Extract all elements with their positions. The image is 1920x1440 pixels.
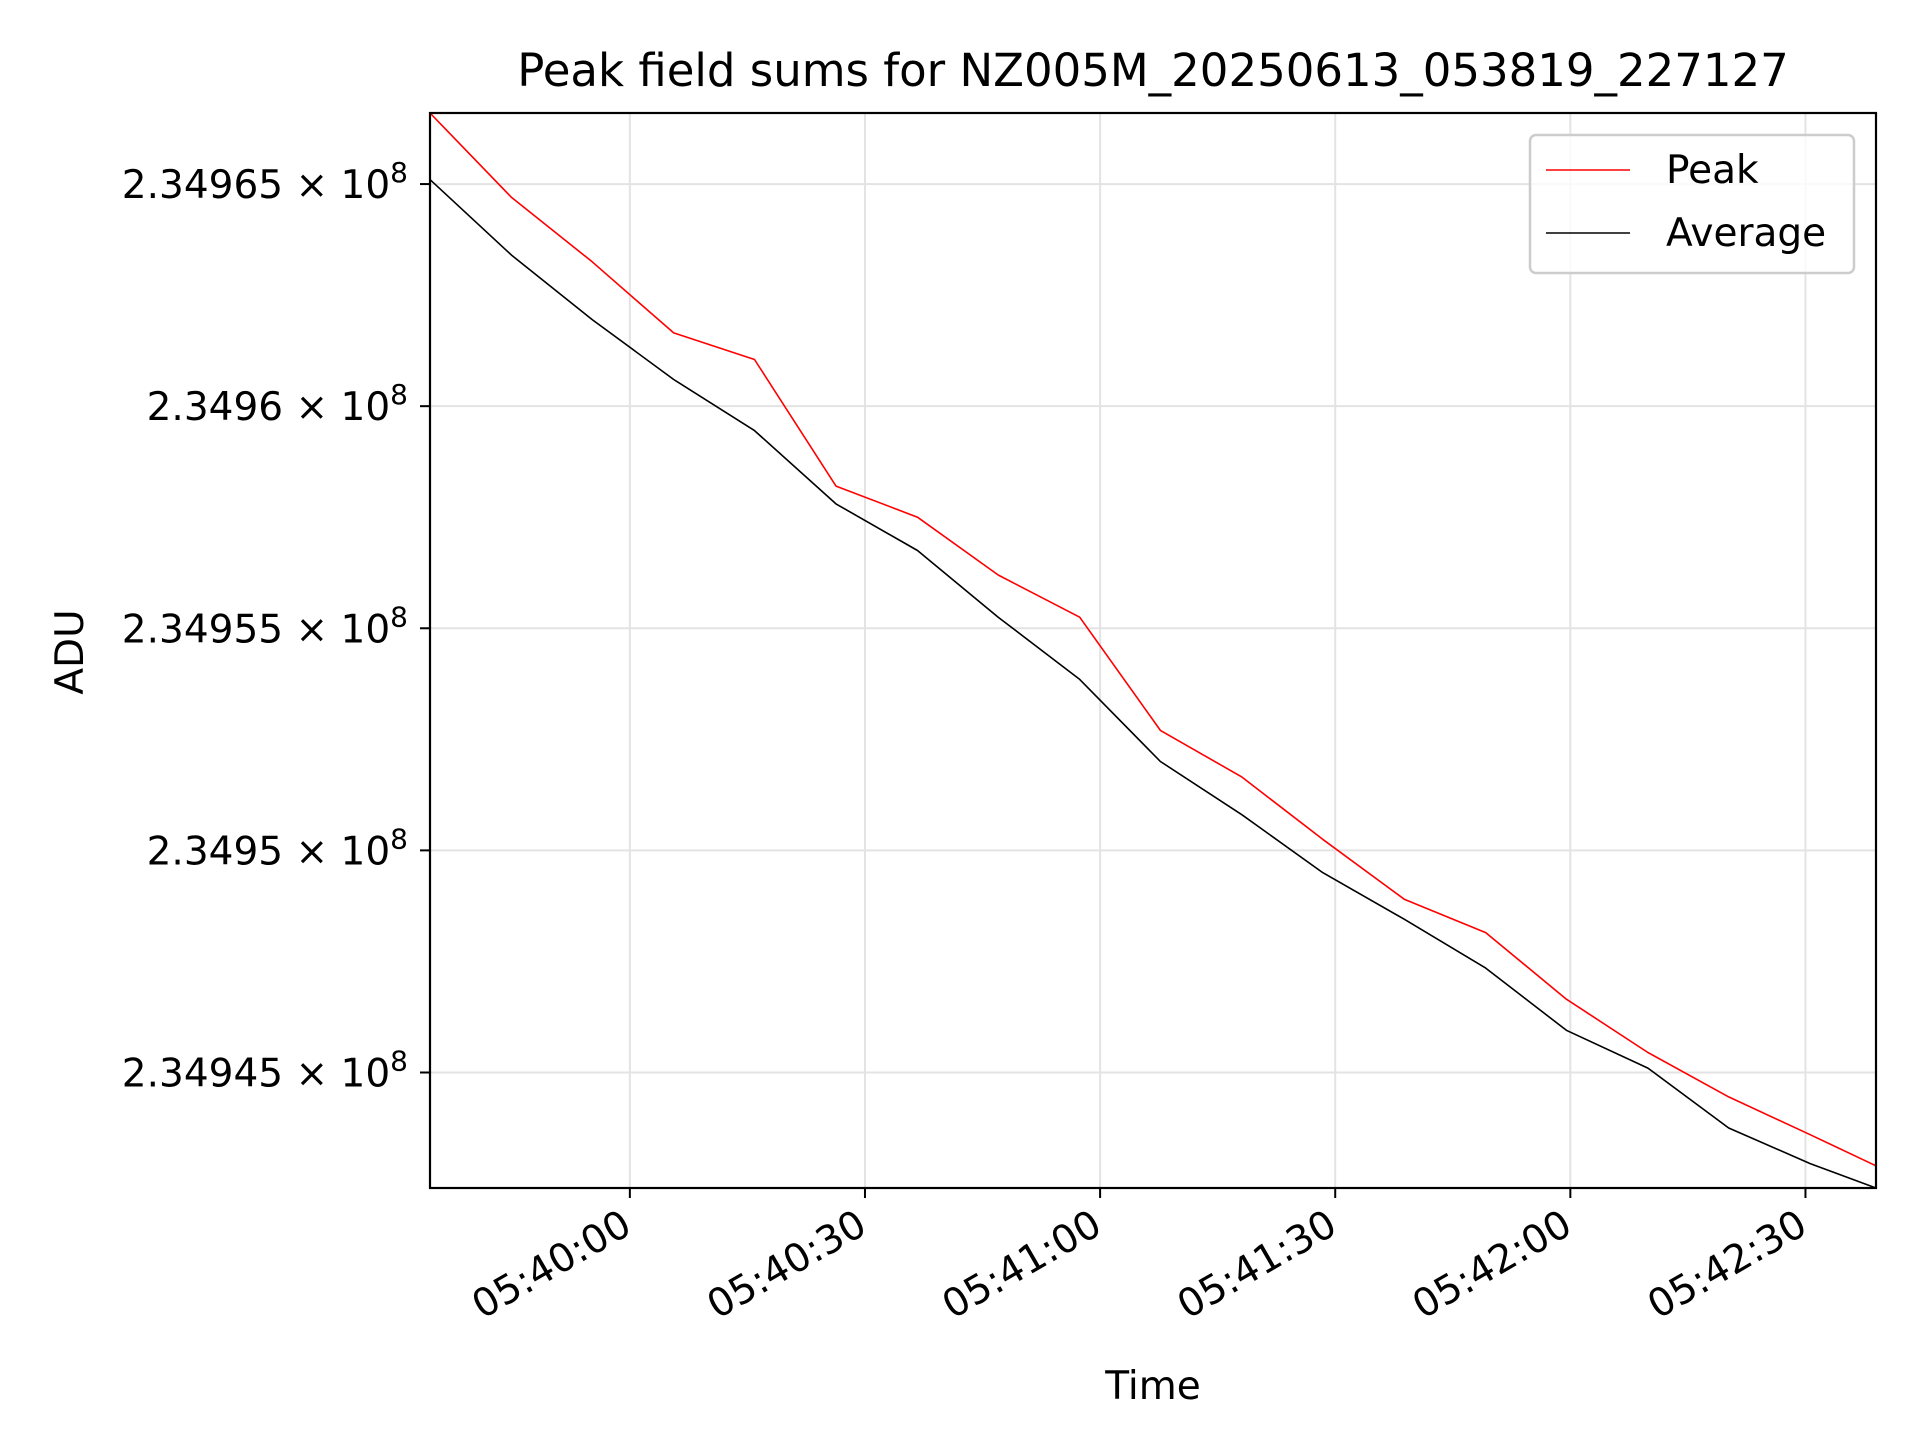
series-lines [429, 112, 1877, 1189]
chart-title: Peak field sums for NZ005M_20250613_0538… [517, 44, 1789, 97]
y-tick-label: 2.3496 × 108 [147, 378, 408, 430]
legend-peak-label: Peak [1666, 148, 1759, 193]
y-axis: 2.34945 × 108 2.3495 × 108 2.34955 × 108 2.… [122, 156, 430, 1096]
y-tick-label: 2.34955 × 108 [122, 600, 408, 652]
plot-frame [428, 111, 1878, 1190]
y-tick-label: 2.34965 × 108 [122, 156, 408, 208]
y-tick-label: 2.3495 × 108 [147, 822, 408, 874]
series-line-average [429, 179, 1877, 1189]
legend-average-label: Average [1666, 211, 1826, 256]
y-tick-label: 2.34945 × 108 [122, 1044, 408, 1096]
series-line-peak [429, 112, 1877, 1167]
legend: Peak Average [1528, 133, 1856, 275]
x-axis-label: Time [1104, 1364, 1200, 1409]
y-axis-label: ADU [48, 609, 93, 694]
